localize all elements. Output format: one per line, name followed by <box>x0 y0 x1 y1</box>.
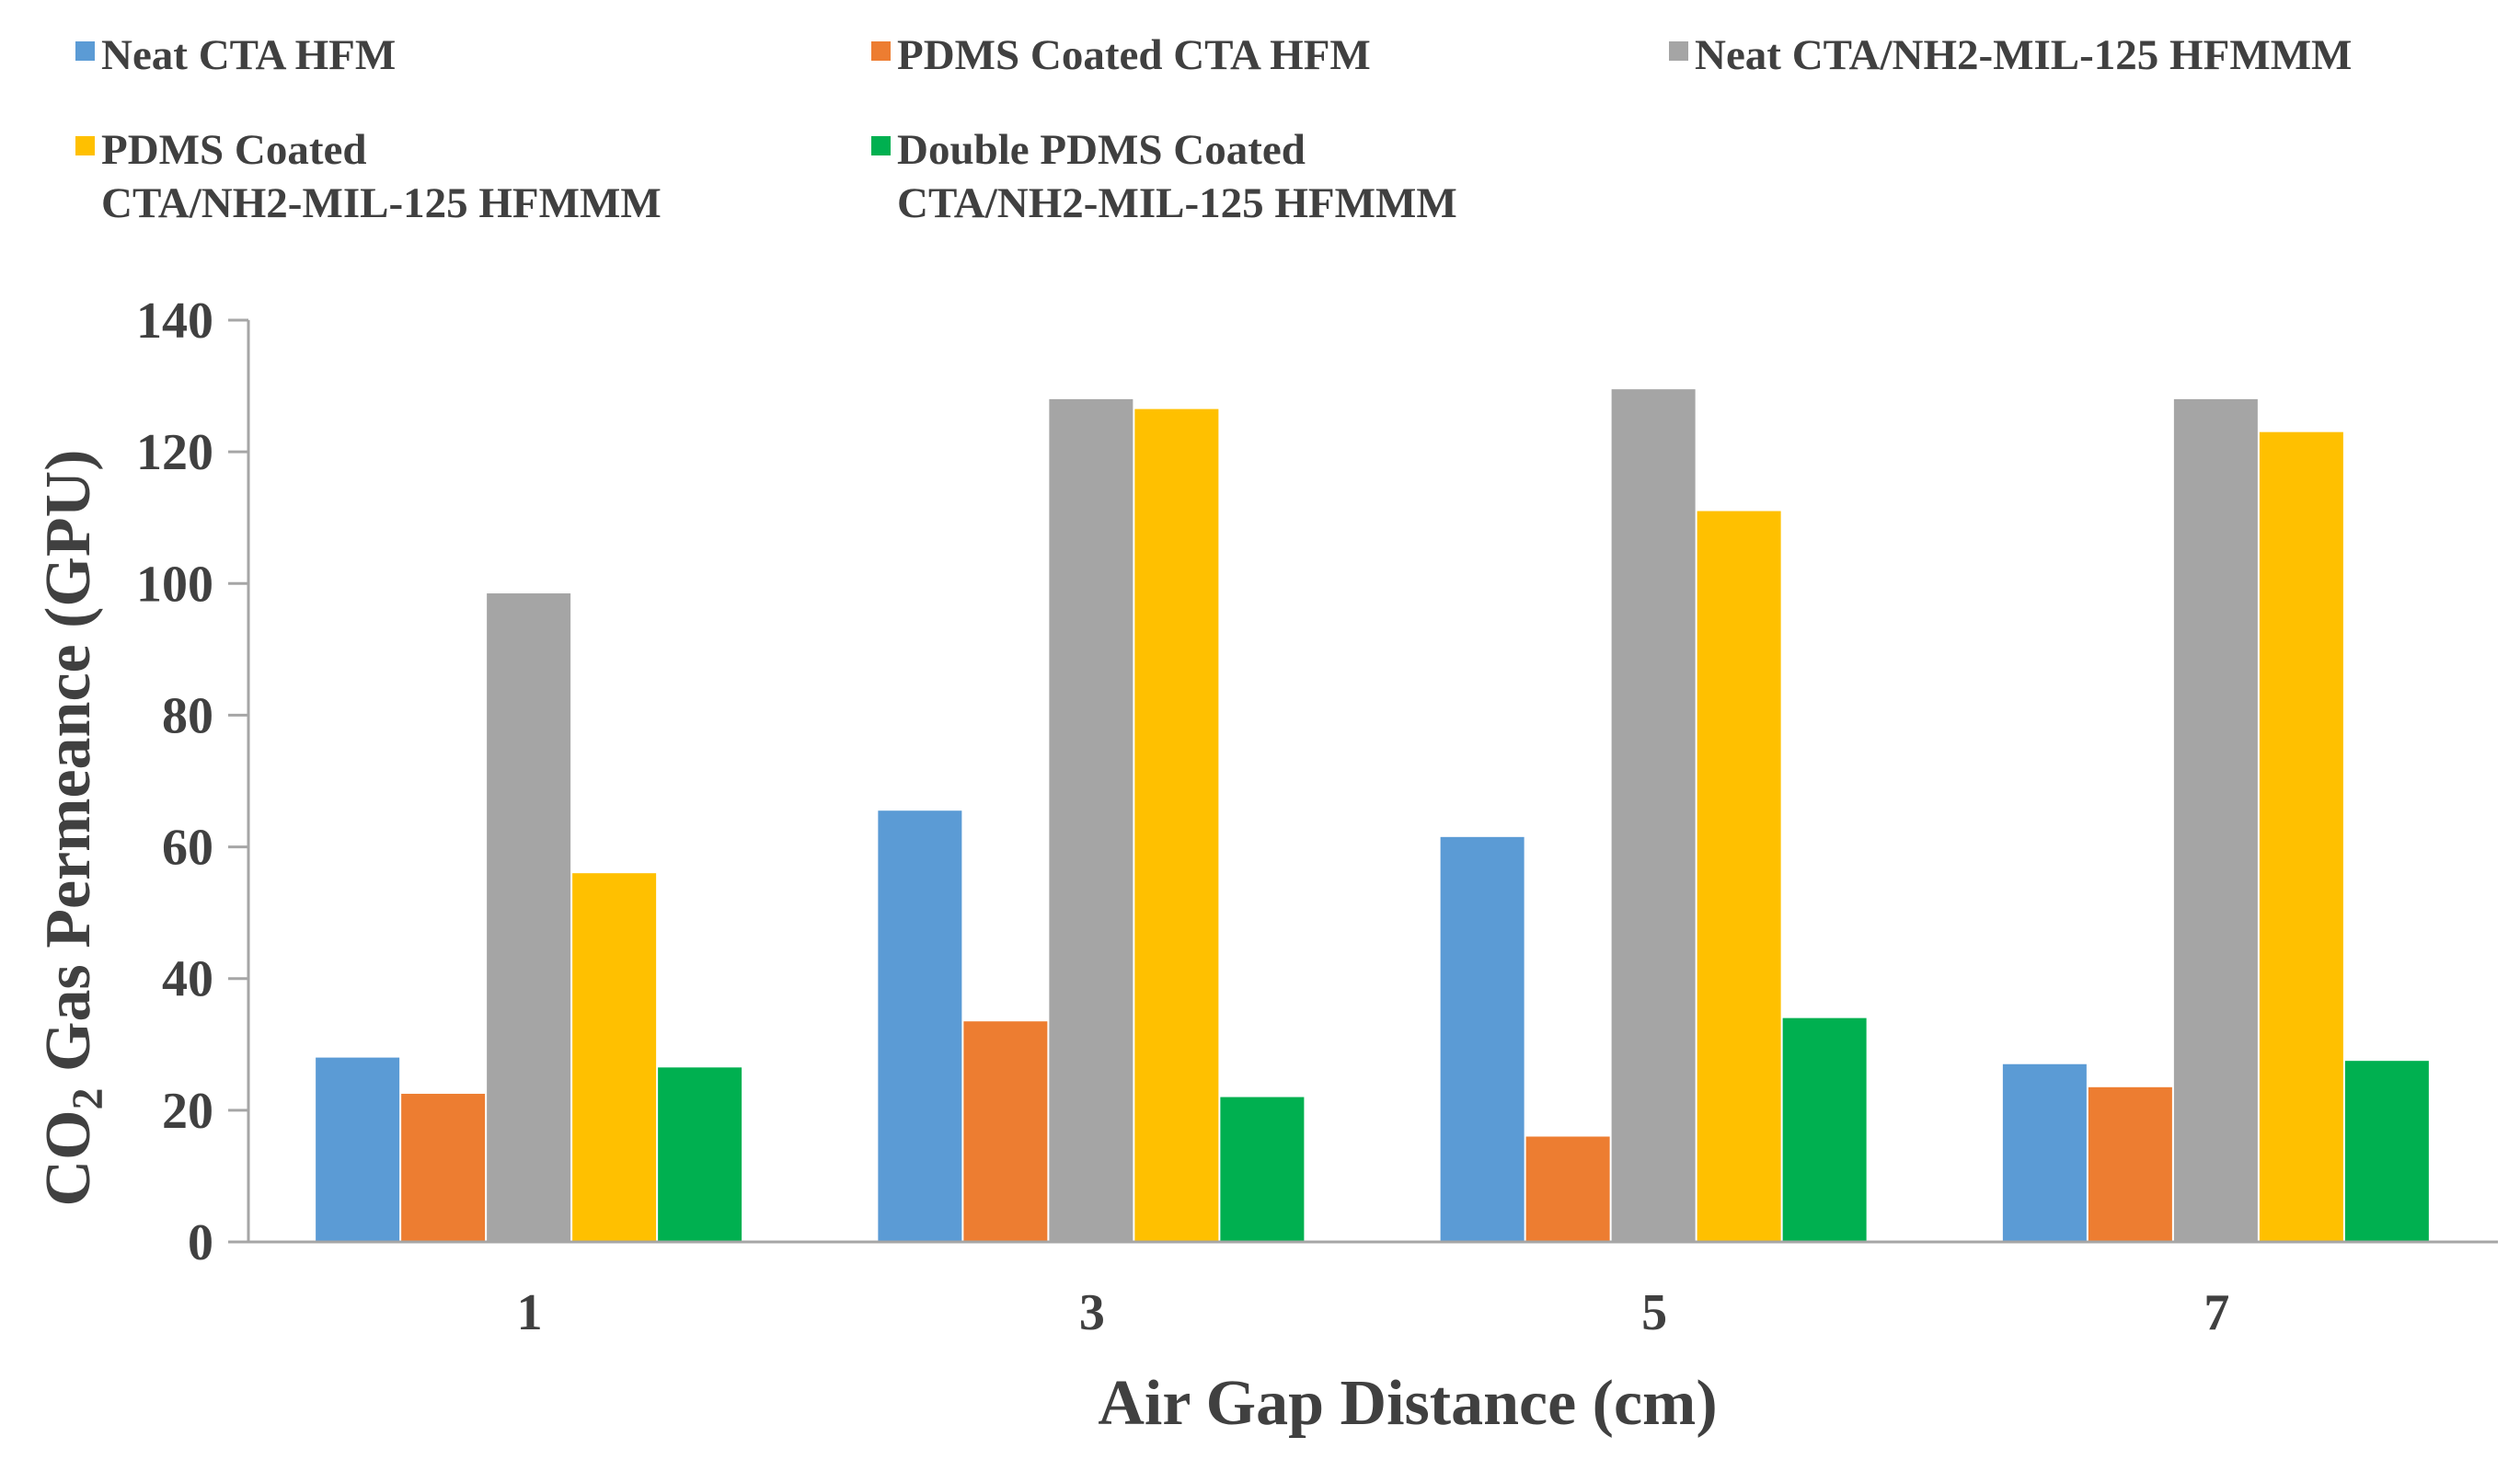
bar <box>1782 1017 1867 1242</box>
y-tick-label: 40 <box>162 951 213 1008</box>
bar <box>878 810 962 1242</box>
x-tick-label: 3 <box>1079 1284 1105 1341</box>
y-tick-label: 120 <box>136 424 213 481</box>
bar <box>658 1067 742 1242</box>
legend-label: CTA/NH2-MIL-125 HFMMM <box>101 179 662 227</box>
legend-label: Double PDMS Coated <box>897 126 1306 174</box>
x-axis-title: Air Gap Distance (cm) <box>1098 1368 1717 1439</box>
bar <box>2002 1063 2087 1242</box>
x-tick-label: 1 <box>517 1284 543 1341</box>
bar <box>1049 398 1133 1242</box>
x-tick-label: 7 <box>2204 1284 2229 1341</box>
x-tick-label: 5 <box>1641 1284 1667 1341</box>
bar <box>1134 408 1219 1242</box>
bar <box>1611 389 1696 1242</box>
bar <box>1440 836 1525 1242</box>
bar <box>316 1057 400 1242</box>
y-tick-label: 0 <box>188 1214 213 1271</box>
bar <box>1220 1097 1305 1242</box>
y-axis-title-suffix: Gas Permeance (GPU) <box>33 450 104 1088</box>
chart-legend: Neat CTA HFM PDMS Coated CTA HFM Neat CTA/… <box>75 31 2352 227</box>
bar <box>572 873 657 1242</box>
bar <box>2173 398 2258 1242</box>
bar <box>487 593 571 1242</box>
legend-label: Neat CTA/NH2-MIL-125 HFMMM <box>1695 31 2352 79</box>
legend-label: Neat CTA HFM <box>101 31 396 79</box>
bar <box>401 1093 486 1242</box>
bar <box>2088 1086 2172 1242</box>
y-axis-title: CO2 Gas Permeance (GPU) <box>33 450 112 1207</box>
bar <box>2344 1061 2429 1242</box>
legend-label: PDMS Coated CTA HFM <box>897 31 1371 79</box>
legend-label: CTA/NH2-MIL-125 HFMMM <box>897 179 1457 227</box>
legend-label: PDMS Coated <box>101 126 367 174</box>
bar <box>963 1021 1048 1242</box>
y-axis-title-subscript: 2 <box>63 1087 112 1109</box>
bar <box>2259 431 2343 1243</box>
legend-swatch <box>871 136 891 155</box>
y-tick-label: 140 <box>136 293 213 350</box>
y-tick-label: 80 <box>162 687 213 744</box>
y-tick-label: 20 <box>162 1083 213 1140</box>
y-tick-label: 100 <box>136 556 213 613</box>
y-tick-label: 60 <box>162 820 213 877</box>
bar <box>1525 1136 1610 1242</box>
legend-swatch <box>1669 41 1688 61</box>
y-axis: 0 20 40 60 80 100 120 140 <box>136 293 250 1271</box>
legend-swatch <box>75 41 95 61</box>
legend-swatch <box>871 41 891 61</box>
x-axis: 1 3 5 7 <box>248 1240 2498 1341</box>
y-axis-title-prefix: CO <box>33 1109 104 1206</box>
legend-swatch <box>75 136 95 155</box>
bar <box>1697 511 1781 1242</box>
plot-bars <box>316 389 2429 1243</box>
